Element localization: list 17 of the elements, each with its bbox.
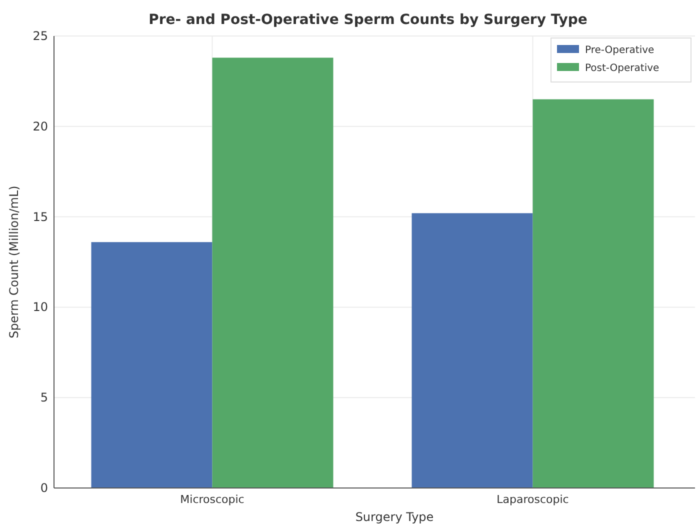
y-tick-label: 10	[32, 300, 48, 314]
y-tick-label: 0	[40, 481, 48, 495]
bar	[91, 242, 212, 488]
x-tick-label: Microscopic	[180, 493, 244, 506]
y-tick-label: 15	[32, 210, 48, 224]
y-tick-label: 5	[40, 390, 48, 405]
bar	[532, 99, 654, 488]
x-tick-label: Laparoscopic	[496, 493, 569, 506]
y-axis-title: Sperm Count (Million/mL)	[7, 186, 21, 338]
legend-label: Post-Operative	[585, 63, 660, 74]
y-tick-label: 25	[32, 29, 48, 43]
bar	[212, 58, 334, 488]
legend-label: Pre-Operative	[585, 45, 654, 56]
chart-title: Pre- and Post-Operative Sperm Counts by Surgery Type	[148, 12, 588, 28]
x-axis-title: Surgery Type	[355, 510, 434, 524]
bar	[412, 213, 533, 488]
y-tick-label: 20	[32, 119, 48, 134]
